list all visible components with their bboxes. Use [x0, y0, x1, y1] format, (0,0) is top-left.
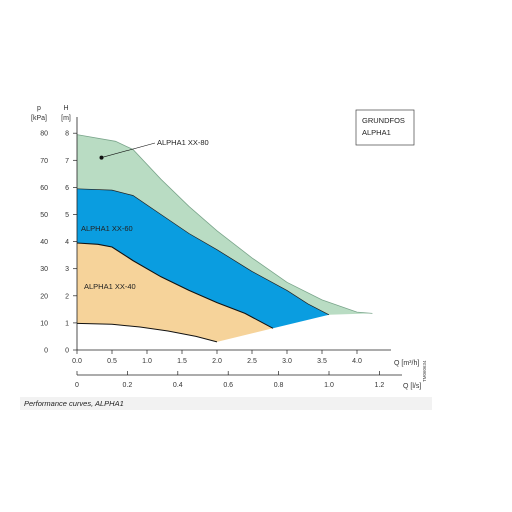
x2-tick-label: 0: [75, 382, 79, 389]
xx80-leader-line: [101, 142, 156, 158]
p-tick-label: 20: [40, 293, 48, 300]
series-label-xx-40: ALPHA1 XX-40: [84, 282, 136, 291]
h-tick-label: 4: [65, 239, 69, 246]
p-tick-label: 40: [40, 239, 48, 246]
x-tick-label: 1.5: [177, 358, 187, 365]
xx80-marker: [99, 155, 104, 160]
p-axis-unit: [kPa]: [31, 115, 47, 122]
x2-tick-label: 1.2: [375, 382, 385, 389]
h-tick-label: 6: [65, 185, 69, 192]
x-tick-label: 2.5: [247, 358, 257, 365]
h-tick-label: 2: [65, 293, 69, 300]
x-tick-label: 2.0: [212, 358, 222, 365]
caption-band: [20, 397, 432, 410]
p-tick-label: 0: [44, 348, 48, 355]
curve-xx-40-max: [76, 242, 274, 329]
reference-code: TM060634: [422, 360, 427, 382]
x-ticks-ls: 0 0.2 0.4 0.6 0.8 1.0 1.2: [75, 371, 384, 389]
area-alpha1-xx-60: [77, 188, 329, 329]
x-axis-m3h-label: Q [m³/h]: [394, 360, 419, 367]
x-tick-label: 3.5: [317, 358, 327, 365]
x2-tick-label: 1.0: [324, 382, 334, 389]
h-tick-label: 0: [65, 348, 69, 355]
p-tick-label: 60: [40, 185, 48, 192]
x2-tick-label: 0.6: [223, 382, 233, 389]
y-ticks: 0 0 1 10 2 20 3 30 4 40 5 50 6 60 7 70 8 80: [40, 131, 77, 355]
area-alpha1-xx-40: [77, 243, 273, 342]
x-tick-label: 1.0: [142, 358, 152, 365]
p-tick-label: 10: [40, 320, 48, 327]
brand-box: [355, 109, 415, 146]
x-tick-label: 4.0: [352, 358, 362, 365]
series-label-xx-60: ALPHA1 XX-60: [81, 224, 133, 233]
h-axis-unit: [m]: [61, 115, 71, 122]
p-tick-label: 30: [40, 266, 48, 273]
p-tick-label: 50: [40, 212, 48, 219]
p-tick-label: 70: [40, 158, 48, 165]
curve-xx-60-max: [76, 188, 330, 316]
p-axis-name: p: [37, 105, 41, 112]
x-tick-label: 3.0: [282, 358, 292, 365]
h-tick-label: 7: [65, 158, 69, 165]
series-label-xx-80: ALPHA1 XX-80: [157, 138, 209, 147]
h-tick-label: 1: [65, 320, 69, 327]
h-tick-label: 8: [65, 131, 69, 138]
curve-min: [76, 322, 218, 343]
curve-xx-80-max: [76, 134, 373, 314]
p-tick-label: 80: [40, 131, 48, 138]
x-ticks-m3h: 0.0 0.5 1.0 1.5 2.0 2.5 3.0 3.5 4.0: [72, 350, 362, 365]
brand-name: GRUNDFOS: [362, 116, 405, 125]
x2-tick-label: 0.4: [173, 382, 183, 389]
h-axis-name: H: [63, 105, 68, 112]
x-axis-ls-label: Q [l/s]: [403, 383, 421, 390]
x2-tick-label: 0.2: [123, 382, 133, 389]
brand-model: ALPHA1: [362, 128, 391, 137]
figure-caption: Performance curves, ALPHA1: [24, 399, 124, 408]
h-tick-label: 5: [65, 212, 69, 219]
area-alpha1-xx-80: [77, 134, 373, 315]
x-tick-label: 0.5: [107, 358, 117, 365]
h-tick-label: 3: [65, 266, 69, 273]
x-tick-label: 0.0: [72, 358, 82, 365]
x2-tick-label: 0.8: [274, 382, 284, 389]
